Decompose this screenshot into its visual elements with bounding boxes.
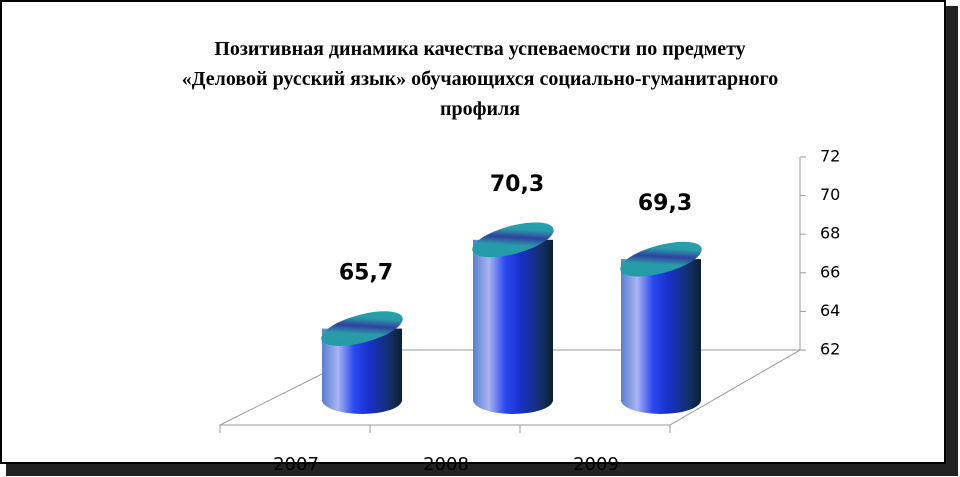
bar-top (472, 222, 554, 258)
y-tick-label: 66 (820, 262, 840, 281)
y-tick-label: 64 (820, 301, 840, 320)
bar (473, 239, 553, 400)
chart-title: Позитивная динамика качества успеваемост… (181, 38, 779, 120)
frame-shadow (946, 6, 958, 476)
y-tick-label: 68 (820, 224, 840, 243)
y-tick-label: 72 (820, 147, 840, 166)
bar-bottom (322, 386, 402, 414)
bar-bottom (621, 386, 701, 414)
frame-shadow (6, 464, 958, 476)
data-label: 65,7 (339, 261, 393, 286)
x-tick-label: 2009 (573, 454, 619, 475)
frame (0, 0, 946, 464)
bar (621, 259, 701, 400)
bar-top (620, 241, 702, 277)
x-tick-label: 2007 (273, 454, 319, 475)
x-tick-label: 2008 (423, 454, 469, 475)
data-label: 69,3 (638, 191, 692, 216)
bar-top (321, 311, 403, 346)
y-tick-label: 70 (820, 185, 840, 204)
y-tick-label: 62 (820, 340, 840, 359)
bar-bottom (473, 386, 553, 414)
data-label: 70,3 (490, 172, 544, 197)
